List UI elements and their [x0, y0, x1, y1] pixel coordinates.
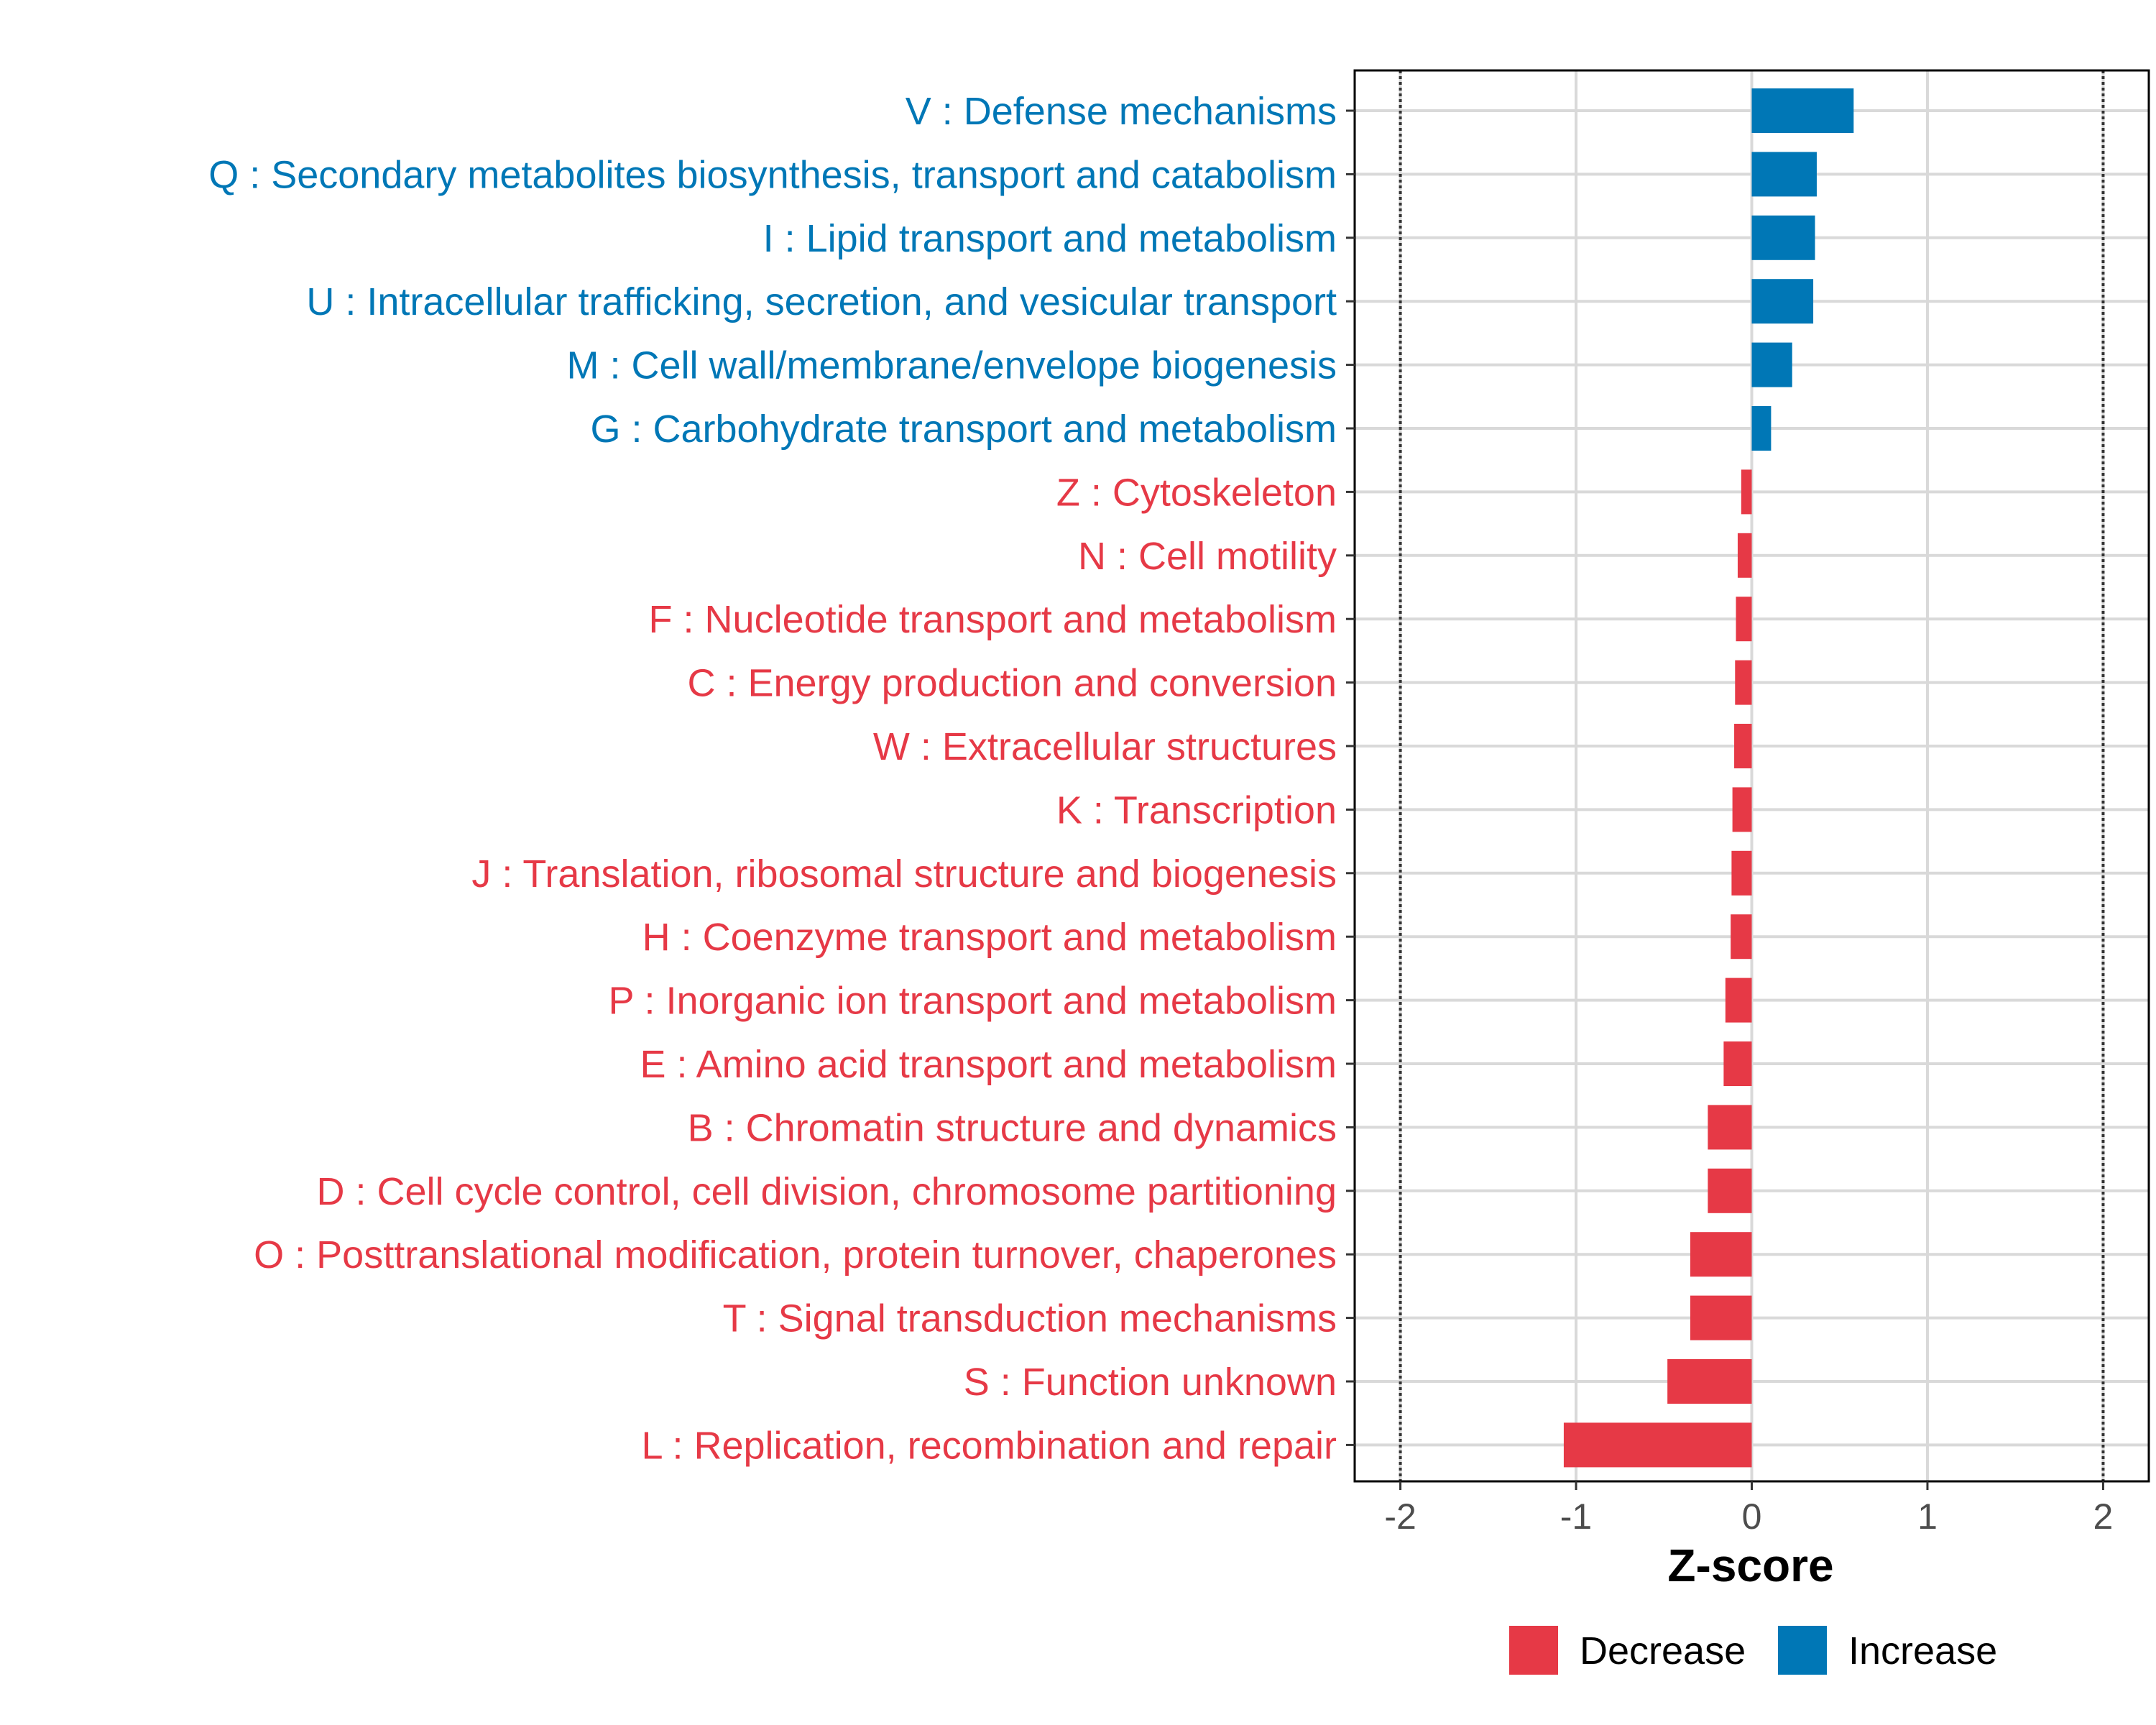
bar: [1690, 1232, 1752, 1277]
bar: [1731, 850, 1752, 896]
bar: [1741, 469, 1752, 515]
legend-key: [1778, 1626, 1827, 1675]
category-label: C : Energy production and conversion: [687, 662, 1337, 705]
category-label: G : Carbohydrate transport and metabolis…: [591, 408, 1337, 451]
category-label: U : Intracellular trafficking, secretion…: [306, 280, 1337, 323]
x-tick-label: 0: [1742, 1496, 1762, 1537]
x-tick-label: -2: [1384, 1496, 1416, 1537]
bar: [1732, 787, 1752, 832]
bar: [1736, 597, 1752, 642]
category-label: Z : Cytoskeleton: [1056, 471, 1337, 514]
category-label: E : Amino acid transport and metabolism: [640, 1043, 1337, 1086]
category-label: V : Defense mechanisms: [906, 90, 1337, 133]
bar: [1731, 914, 1752, 960]
bar: [1751, 215, 1815, 260]
category-label: F : Nucleotide transport and metabolism: [649, 598, 1337, 641]
bar: [1751, 152, 1817, 197]
category-label: N : Cell motility: [1078, 535, 1337, 578]
legend-label: Increase: [1848, 1629, 1997, 1673]
bar: [1725, 978, 1752, 1023]
category-label: W : Extracellular structures: [873, 725, 1337, 768]
bar: [1708, 1168, 1752, 1213]
x-tick-label: -1: [1560, 1496, 1592, 1537]
bar: [1563, 1422, 1752, 1468]
category-label: J : Translation, ribosomal structure and…: [471, 852, 1337, 896]
bar: [1708, 1105, 1752, 1150]
bar: [1751, 88, 1854, 133]
legend-label: Decrease: [1580, 1629, 1746, 1673]
category-label: K : Transcription: [1056, 788, 1337, 832]
category-label-layer: V : Defense mechanisms Q : Secondary meta…: [208, 90, 1337, 1467]
category-label: D : Cell cycle control, cell division, c…: [316, 1170, 1337, 1213]
bar: [1667, 1359, 1752, 1404]
category-label: I : Lipid transport and metabolism: [763, 217, 1337, 260]
x-axis-title: Z-score: [1667, 1540, 1833, 1591]
bar: [1735, 660, 1752, 705]
category-label: S : Function unknown: [964, 1361, 1337, 1404]
category-label: M : Cell wall/membrane/envelope biogenes…: [566, 344, 1337, 387]
bar: [1690, 1295, 1752, 1340]
bar: [1751, 279, 1814, 324]
bar: [1737, 533, 1752, 578]
legend: Decrease Increase: [1509, 1626, 1997, 1675]
x-tick-label: 2: [2093, 1496, 2114, 1537]
category-label: L : Replication, recombination and repai…: [641, 1424, 1337, 1467]
category-label: T : Signal transduction mechanisms: [723, 1297, 1337, 1340]
bar: [1734, 724, 1752, 768]
bar-layer: [1563, 88, 1854, 1468]
category-label: O : Posttranslational modification, prot…: [254, 1233, 1337, 1276]
category-label: H : Coenzyme transport and metabolism: [642, 916, 1337, 959]
category-label: B : Chromatin structure and dynamics: [688, 1106, 1337, 1149]
bar: [1751, 342, 1792, 387]
x-axis: -2 -1 0 1 2: [1346, 109, 2114, 1537]
category-label: Q : Secondary metabolites biosynthesis, …: [208, 153, 1337, 196]
bar: [1723, 1041, 1752, 1086]
x-tick-label: 1: [1917, 1496, 1938, 1537]
bar: [1751, 406, 1772, 451]
category-label: P : Inorganic ion transport and metaboli…: [608, 980, 1337, 1023]
legend-key: [1509, 1626, 1558, 1675]
